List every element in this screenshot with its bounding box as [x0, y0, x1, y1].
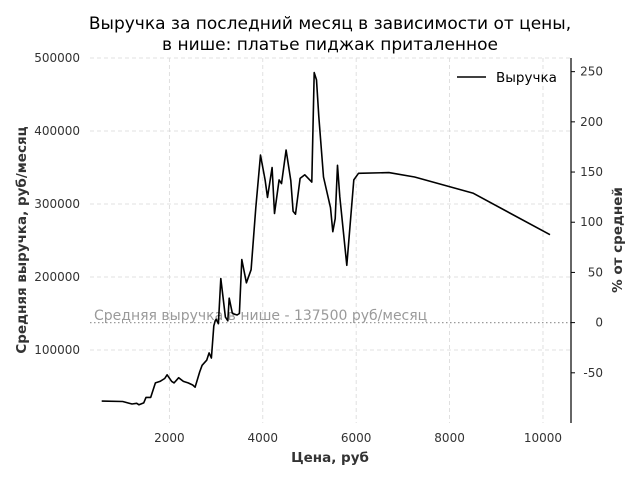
- y2-tick-label: 100: [580, 215, 603, 229]
- x-axis-label: Цена, руб: [291, 450, 369, 466]
- y-tick-label: 200000: [34, 270, 80, 284]
- chart-title-line-1: Выручка за последний месяц в зависимости…: [89, 14, 571, 34]
- grid: [90, 57, 571, 423]
- average-revenue-annotation: Средняя выручка в нише - 137500 руб/меся…: [94, 308, 427, 324]
- y2-tick-label: 0: [595, 316, 603, 330]
- y-tick-label: 400000: [34, 124, 80, 138]
- legend: Выручка: [457, 70, 557, 86]
- y2-axis-label: % от средней: [610, 187, 626, 293]
- x-tick-label: 4000: [248, 431, 279, 445]
- y2-tick-label: -50: [583, 366, 603, 380]
- y-axis-label: Средняя выручка, руб/месяц: [14, 126, 30, 353]
- y2-tick-label: 250: [580, 65, 603, 79]
- y2-tick-label: 200: [580, 115, 603, 129]
- x-tick-label: 2000: [154, 431, 185, 445]
- x-tick-label: 8000: [434, 431, 465, 445]
- legend-label-revenue: Выручка: [496, 70, 557, 86]
- x-tick-label: 6000: [341, 431, 372, 445]
- y-tick-label: 100000: [34, 343, 80, 357]
- y-tick-label: 300000: [34, 197, 80, 211]
- series-line-revenue: [101, 71, 551, 406]
- y2-tick-label: 50: [588, 265, 603, 279]
- y2-tick-label: 150: [580, 165, 603, 179]
- chart-title-line-2: в нише: платье пиджак приталенное: [162, 35, 498, 55]
- x-tick-label: 10000: [524, 431, 562, 445]
- y-tick-label: 500000: [34, 51, 80, 65]
